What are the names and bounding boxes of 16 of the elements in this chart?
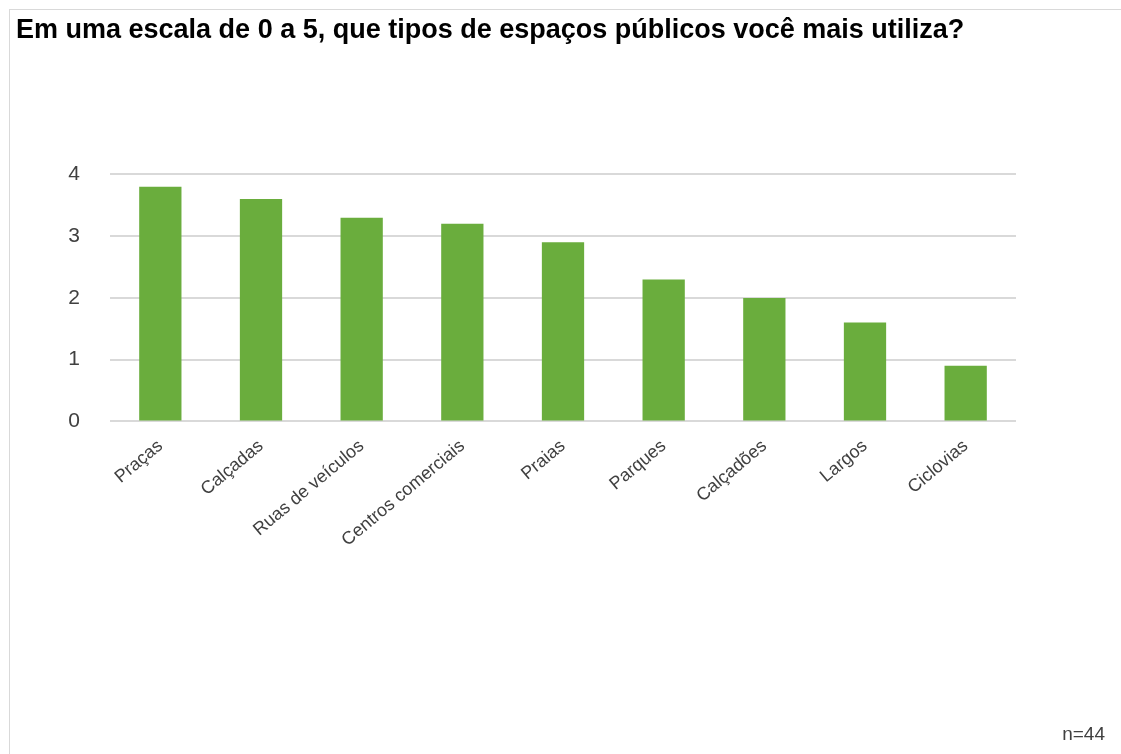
bar <box>944 365 987 421</box>
bar <box>239 199 283 421</box>
y-tick-label: 1 <box>68 346 80 370</box>
chart-title: Em uma escala de 0 a 5, que tipos de espaços públicos você mais utiliza? <box>16 13 965 44</box>
text: n=44 <box>1062 722 1106 744</box>
y-tick-label: 4 <box>68 161 81 185</box>
bar <box>743 297 786 421</box>
y-tick-label: 2 <box>68 284 80 308</box>
bar <box>340 217 383 421</box>
bar <box>139 186 182 421</box>
y-tick-label: 0 <box>68 408 80 432</box>
y-tick-label: 3 <box>68 222 80 246</box>
bar <box>541 242 585 421</box>
bar <box>441 223 484 421</box>
bar <box>843 322 887 421</box>
bar <box>642 279 685 421</box>
